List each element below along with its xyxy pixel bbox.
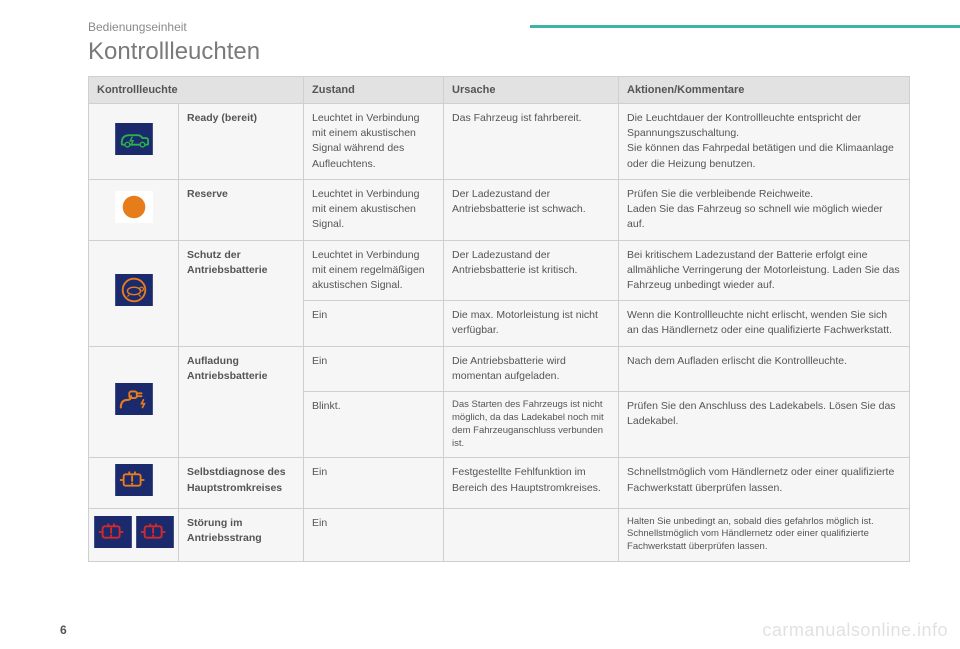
table-row: Aufladung AntriebsbatterieEinDie Antrieb…	[89, 346, 910, 391]
state-cell: Leuchtet in Verbindung mit einem akustis…	[304, 179, 444, 240]
indicator-name: Reserve	[179, 179, 304, 240]
table-row: Selbstdiagnose des HauptstromkreisesEinF…	[89, 458, 910, 508]
motor-warning-icon	[94, 516, 132, 548]
indicator-icon-cell	[89, 179, 179, 240]
cause-cell: Das Fahrzeug ist fahrbereit.	[444, 104, 619, 180]
motor-diagnosis-icon	[115, 464, 153, 496]
ready-icon	[115, 123, 153, 155]
state-cell: Ein	[304, 458, 444, 508]
page: Bedienungseinheit Kontrollleuchten Kontr…	[0, 0, 960, 649]
indicator-icon-cell	[89, 458, 179, 508]
watermark: carmanualsonline.info	[762, 620, 948, 641]
table-row: ReserveLeuchtet in Verbindung mit einem …	[89, 179, 910, 240]
page-title: Kontrollleuchten	[88, 38, 910, 66]
state-cell: Ein	[304, 508, 444, 561]
action-cell: Bei kritischem Ladezustand der Batterie …	[619, 240, 910, 301]
action-cell: Prüfen Sie den Anschluss des Ladekabels.…	[619, 392, 910, 458]
table-row: Störung im AntriebsstrangEin Halten Sie u…	[89, 508, 910, 561]
accent-bar	[530, 25, 960, 28]
table-row: Ready (bereit)Leuchtet in Verbindung mit…	[89, 104, 910, 180]
state-cell: Blinkt.	[304, 392, 444, 458]
state-cell: Leuchtet in Verbindung mit einem akustis…	[304, 104, 444, 180]
state-cell: Ein	[304, 301, 444, 346]
page-number: 6	[60, 623, 67, 637]
charging-plug-icon	[115, 383, 153, 415]
action-cell: Wenn die Kontrollleuchte nicht erlischt,…	[619, 301, 910, 346]
state-cell: Ein	[304, 346, 444, 391]
th-action: Aktionen/Kommentare	[619, 77, 910, 104]
turtle-icon	[115, 274, 153, 306]
indicator-icon-cell	[89, 104, 179, 180]
indicator-name: Aufladung Antriebsbatterie	[179, 346, 304, 458]
action-cell: Die Leuchtdauer der Kontrollleuchte ents…	[619, 104, 910, 180]
cause-cell: Der Ladezustand der Antriebsbatterie ist…	[444, 240, 619, 301]
cause-cell: Festgestellte Fehlfunktion im Bereich de…	[444, 458, 619, 508]
th-cause: Ursache	[444, 77, 619, 104]
indicator-icon-cell	[89, 346, 179, 458]
indicator-name: Schutz der Antriebsbatterie	[179, 240, 304, 346]
cause-cell: Die max. Motorleistung ist nicht verfügb…	[444, 301, 619, 346]
action-cell: Prüfen Sie die verbleibende Reichweite.L…	[619, 179, 910, 240]
cause-cell: Der Ladezustand der Antriebsbatterie ist…	[444, 179, 619, 240]
action-cell: Halten Sie unbedingt an, sobald dies gef…	[619, 508, 910, 561]
table-row: Schutz der AntriebsbatterieLeuchtet in V…	[89, 240, 910, 301]
state-cell: Leuchtet in Verbindung mit einem regelmä…	[304, 240, 444, 301]
th-indicator: Kontrollleuchte	[89, 77, 304, 104]
cause-cell: Das Starten des Fahrzeugs ist nicht mögl…	[444, 392, 619, 458]
indicator-icon-cell	[89, 240, 179, 346]
reserve-icon	[115, 191, 153, 223]
action-cell: Schnellstmöglich vom Händlernetz oder ei…	[619, 458, 910, 508]
indicator-name: Selbstdiagnose des Hauptstromkreises	[179, 458, 304, 508]
motor-warning-icon	[136, 516, 174, 548]
cause-cell: Die Antriebsbatterie wird momentan aufge…	[444, 346, 619, 391]
indicator-name: Ready (bereit)	[179, 104, 304, 180]
cause-cell	[444, 508, 619, 561]
table-header-row: Kontrollleuchte Zustand Ursache Aktionen…	[89, 77, 910, 104]
indicators-table: Kontrollleuchte Zustand Ursache Aktionen…	[88, 76, 910, 562]
th-state: Zustand	[304, 77, 444, 104]
indicator-icon-cell	[89, 508, 179, 561]
indicator-name: Störung im Antriebsstrang	[179, 508, 304, 561]
action-cell: Nach dem Aufladen erlischt die Kontrolll…	[619, 346, 910, 391]
